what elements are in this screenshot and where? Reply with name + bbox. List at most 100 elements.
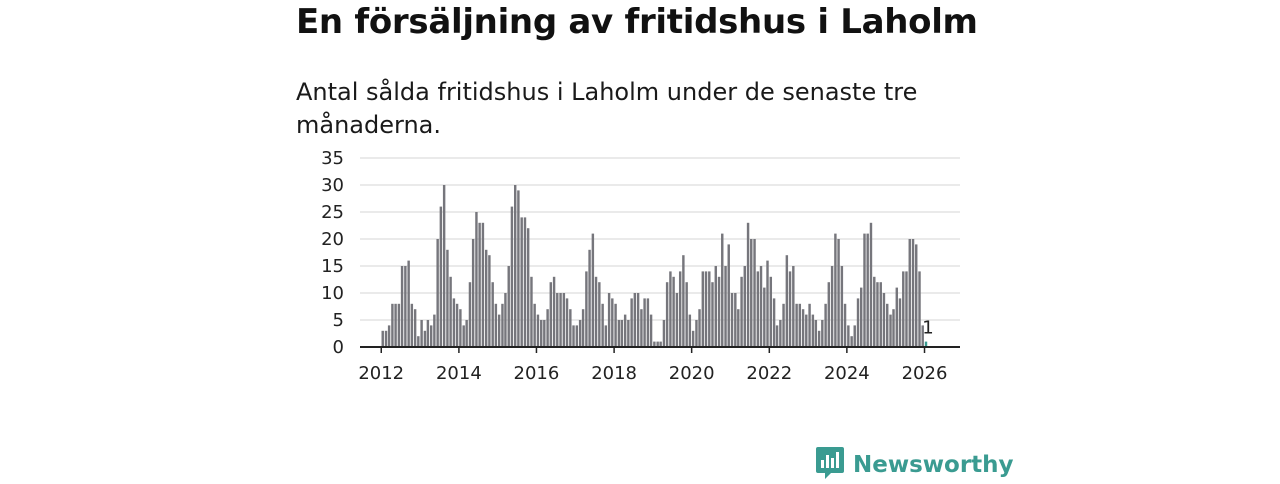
x-tick-label: 2018 [591,363,637,384]
bar [417,336,420,347]
y-tick-label: 15 [321,256,344,277]
bar [491,282,494,347]
bar [604,325,608,347]
bar [740,276,743,347]
bar [695,320,698,347]
bar [611,298,614,347]
bar [513,185,517,347]
bar [640,309,643,347]
bar [653,341,656,347]
bar [526,228,530,347]
highlight-value-label: 1 [922,318,933,339]
bar [446,249,449,347]
bar [627,320,630,347]
bar [391,303,394,347]
bar [591,233,595,347]
bar [856,298,860,347]
bar [407,260,410,347]
bar [876,282,879,347]
bar [507,266,510,347]
bar [753,239,756,347]
bar [866,233,869,347]
bar [843,303,847,347]
bar-chart: 0 5 10 15 20 25 30 35 1 2012 2014 2016 2018 2020 202… [321,148,960,384]
bar [698,309,701,347]
bar [620,320,624,347]
bar [381,330,384,347]
bar [462,325,465,347]
bar [669,271,672,347]
bar [734,293,737,347]
x-tick-label: 2024 [824,363,870,384]
bar [459,309,462,347]
bar [711,282,714,347]
bar [562,293,566,347]
bar [540,320,543,347]
chart-subtitle: Antal sålda fritidshus i Laholm under de… [296,78,918,139]
bar [814,320,818,347]
bar [556,293,559,347]
bar [730,293,734,347]
bar [892,309,895,347]
bar [501,303,504,347]
bar [905,271,908,347]
bar [452,298,456,347]
bar [908,239,911,347]
bar [801,309,805,347]
x-tick-label: 2022 [746,363,792,384]
bar-highlight [924,341,928,347]
bar [859,287,863,347]
bar [623,314,627,347]
bar [533,303,536,347]
bar [543,320,546,347]
bar [853,325,856,347]
y-tick-label: 35 [321,148,344,169]
bar [824,303,827,347]
bar [879,282,882,347]
bar [420,320,423,347]
bar [549,282,553,347]
bar [889,314,892,347]
bar [805,314,808,347]
bar [426,320,430,347]
bar [494,303,498,347]
bar [588,249,591,347]
y-axis: 0 5 10 15 20 25 30 35 [321,148,344,358]
bar [442,185,446,347]
x-tick-label: 2014 [436,363,482,384]
newsworthy-logo: Newsworthy [815,446,1014,484]
bar [659,341,662,347]
bar [840,266,844,347]
bar [633,293,637,347]
bar [708,271,711,347]
bar [772,298,776,347]
bar [478,222,481,347]
bar [497,314,501,347]
bar [785,255,789,347]
x-tick-label: 2012 [358,363,404,384]
bars: 1 [381,185,934,347]
bar [746,222,750,347]
bar [837,239,840,347]
bar [465,320,468,347]
bar [530,276,533,347]
bar [821,320,824,347]
bar [782,303,785,347]
bar [918,271,921,347]
bar [410,303,414,347]
y-tick-label: 25 [321,202,344,223]
bar [572,325,575,347]
bar [873,276,876,347]
bar [834,233,837,347]
bar [475,212,478,347]
y-tick-label: 30 [321,175,344,196]
bar [646,298,650,347]
bar [617,320,621,347]
bar [607,293,611,347]
bar [665,282,669,347]
y-tick-label: 5 [333,310,344,331]
bar [850,336,853,347]
bar [520,217,523,347]
bar [394,303,397,347]
bar [688,314,692,347]
